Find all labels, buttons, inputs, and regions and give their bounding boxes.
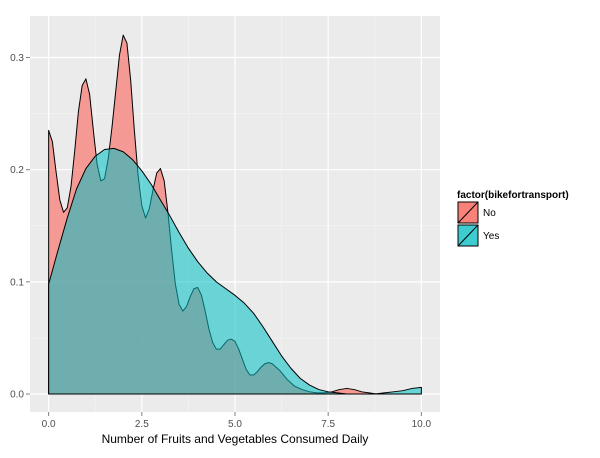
legend-title: factor(bikefortransport) (457, 190, 569, 201)
x-tick-label: 5.0 (228, 419, 242, 430)
x-tick-label: 10.0 (412, 419, 432, 430)
x-tick-label: 0.0 (42, 419, 56, 430)
x-tick-label: 7.5 (321, 419, 335, 430)
density-areas (48, 34, 422, 395)
y-tick-label: 0.2 (10, 165, 24, 176)
y-tick-label: 0.3 (10, 53, 24, 64)
y-tick-label: 0.0 (10, 390, 24, 401)
x-tick-label: 2.5 (135, 419, 149, 430)
legend-label-no: No (483, 208, 496, 219)
x-axis-title: Number of Fruits and Vegetables Consumed… (102, 432, 369, 446)
legend-label-yes: Yes (483, 231, 499, 242)
legend-key-yes (456, 223, 480, 248)
y-tick-label: 0.1 (10, 277, 24, 288)
legend: factor(bikefortransport) No Yes (456, 190, 569, 248)
density-area-yes (48, 147, 422, 395)
x-axis: 0.0 2.5 5.0 7.5 10.0 (42, 412, 432, 430)
y-axis: 0.0 0.1 0.2 0.3 (10, 53, 30, 401)
legend-key-no (456, 200, 480, 225)
